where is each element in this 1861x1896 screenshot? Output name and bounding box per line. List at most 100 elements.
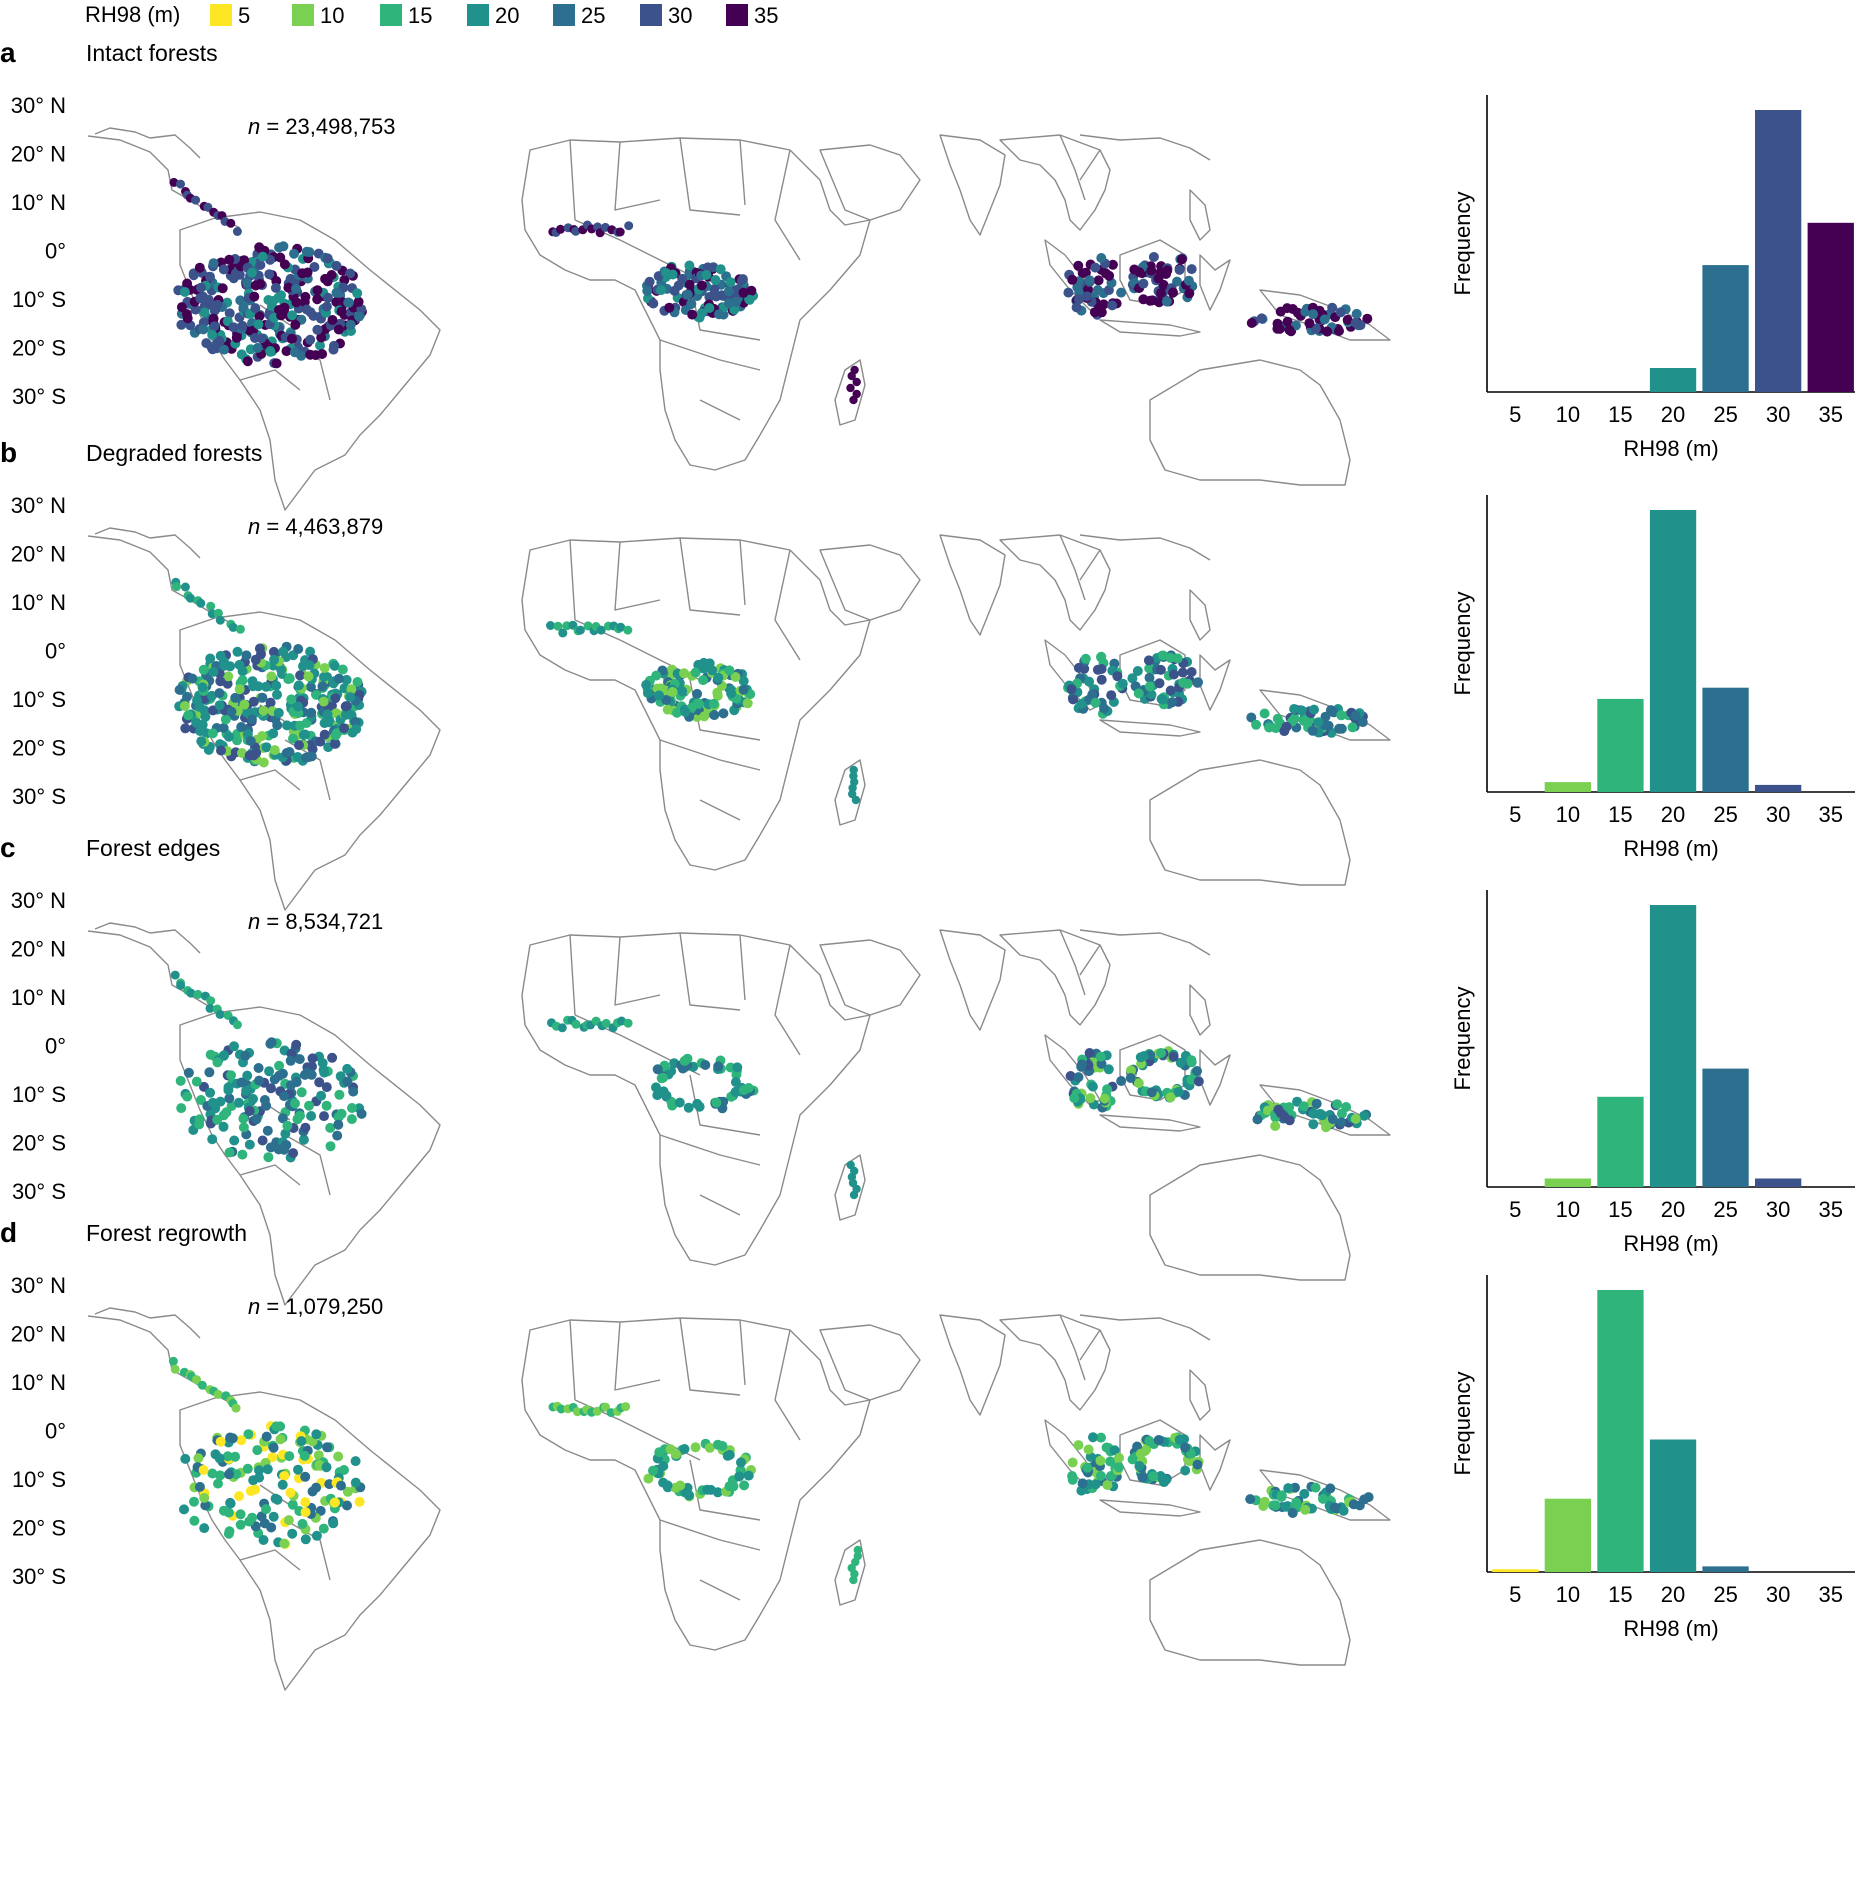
histogram-tick-label: 5 bbox=[1509, 402, 1521, 427]
map-data-point bbox=[235, 1519, 246, 1530]
map-data-point bbox=[279, 1471, 290, 1481]
map-data-point bbox=[677, 273, 688, 284]
map-data-point bbox=[1176, 254, 1187, 265]
map-data-point bbox=[237, 320, 248, 331]
map-data-point bbox=[236, 1077, 247, 1088]
map-data-point bbox=[315, 1505, 326, 1516]
map-data-point bbox=[851, 795, 861, 805]
map-data-point bbox=[356, 1108, 367, 1119]
map-data-point bbox=[1084, 1048, 1095, 1058]
map-data-point bbox=[292, 701, 303, 712]
map-outline-arabia bbox=[819, 544, 921, 621]
map-outline-seaInner bbox=[1059, 134, 1101, 201]
map-data-point bbox=[239, 699, 250, 710]
map-data-point bbox=[725, 277, 736, 288]
map-data-point bbox=[1133, 688, 1144, 699]
map-data-point bbox=[669, 285, 680, 296]
map-data-point bbox=[707, 665, 718, 676]
histogram-tick-label: 25 bbox=[1713, 402, 1737, 427]
map-data-point bbox=[252, 342, 263, 353]
map-data-point bbox=[288, 1148, 299, 1159]
map-data-point bbox=[170, 1364, 180, 1374]
map-data-point bbox=[615, 227, 625, 237]
panel-b: b Degraded forests 30° N 20° N 10° N 0° 10° S 2… bbox=[0, 437, 1855, 911]
map-data-point bbox=[224, 308, 235, 319]
map-data-point bbox=[194, 701, 205, 712]
map-data-point bbox=[213, 608, 223, 618]
map-outline-philippines bbox=[1189, 984, 1211, 1036]
sample-count-label: n = 1,079,250 bbox=[248, 1294, 383, 1319]
map-data-point bbox=[203, 202, 213, 212]
map-data-point bbox=[168, 1356, 178, 1366]
map-data-point bbox=[1162, 265, 1173, 276]
map-data-point bbox=[306, 1111, 317, 1121]
map-data-point bbox=[654, 690, 664, 701]
map-data-point bbox=[1126, 1065, 1136, 1076]
map-data-point bbox=[237, 748, 247, 758]
histogram-x-label: RH98 (m) bbox=[1623, 1616, 1718, 1641]
map-data-point bbox=[319, 671, 329, 682]
map-data-point bbox=[205, 1049, 216, 1060]
map-data-point bbox=[226, 706, 237, 717]
map-data-point bbox=[1304, 318, 1315, 329]
map-data-point bbox=[181, 309, 192, 320]
map-data-point bbox=[232, 227, 242, 236]
map-data-point bbox=[1088, 1432, 1098, 1443]
map-data-point bbox=[346, 684, 357, 695]
map-data-point bbox=[1165, 685, 1176, 696]
histogram-bar-10 bbox=[1544, 1498, 1591, 1572]
map-data-point bbox=[241, 707, 252, 718]
map-data-point bbox=[175, 1075, 186, 1086]
map-data-point bbox=[1096, 253, 1107, 263]
map-data-point bbox=[848, 789, 857, 799]
map-data-point bbox=[1099, 703, 1110, 714]
histogram-bar-25 bbox=[1702, 1566, 1749, 1572]
map-outline-arabia bbox=[819, 939, 921, 1016]
map-data-point bbox=[1282, 316, 1293, 327]
map-data-point bbox=[311, 1429, 322, 1440]
map-outline-australia bbox=[1149, 1154, 1351, 1281]
map-outline-seasia bbox=[999, 534, 1111, 631]
map-data-point bbox=[1310, 1482, 1321, 1493]
map-data-point bbox=[230, 1451, 241, 1462]
map-data-point bbox=[1280, 1501, 1291, 1512]
map-data-point bbox=[215, 1096, 226, 1107]
map-data-point bbox=[1076, 699, 1087, 709]
map-data-point bbox=[1182, 678, 1193, 689]
map-data-point bbox=[253, 1063, 264, 1073]
map-data-point bbox=[261, 742, 272, 753]
map-data-point bbox=[1276, 1490, 1287, 1501]
map-data-point bbox=[328, 344, 339, 355]
map-data-point bbox=[1186, 1057, 1197, 1068]
map-data-point bbox=[335, 1071, 346, 1082]
map-data-point bbox=[724, 1481, 735, 1492]
map-data-point bbox=[261, 1431, 272, 1442]
map-data-point bbox=[1095, 1455, 1106, 1466]
latitude-label: 10° N bbox=[11, 985, 66, 1010]
map-data-point bbox=[704, 1442, 715, 1453]
map-data-point bbox=[179, 701, 190, 711]
map-data-point bbox=[744, 294, 755, 305]
map-data-point bbox=[229, 1041, 239, 1052]
map-data-point bbox=[222, 1451, 233, 1462]
map-data-point bbox=[1175, 1057, 1186, 1068]
map-data-point bbox=[1146, 265, 1157, 276]
map-data-point bbox=[307, 1053, 318, 1064]
map-data-point bbox=[294, 740, 304, 751]
map-data-point bbox=[1264, 722, 1275, 733]
map-data-point bbox=[345, 692, 356, 703]
latitude-label: 10° S bbox=[12, 1082, 66, 1107]
panel-letter: a bbox=[0, 37, 16, 68]
map-data-point bbox=[1113, 1462, 1124, 1473]
map-data-point bbox=[176, 302, 187, 313]
map-outline-newguinea bbox=[1259, 1469, 1391, 1521]
map-data-point bbox=[266, 1522, 277, 1533]
map-data-point bbox=[212, 1057, 223, 1068]
map-outline-africaInner bbox=[569, 137, 801, 421]
map-data-point bbox=[672, 707, 682, 718]
latitude-label: 10° N bbox=[11, 1370, 66, 1395]
map-data-point bbox=[179, 1504, 189, 1515]
map-data-point bbox=[234, 1491, 245, 1502]
map-data-point bbox=[658, 1072, 669, 1083]
map-data-point bbox=[242, 356, 253, 367]
